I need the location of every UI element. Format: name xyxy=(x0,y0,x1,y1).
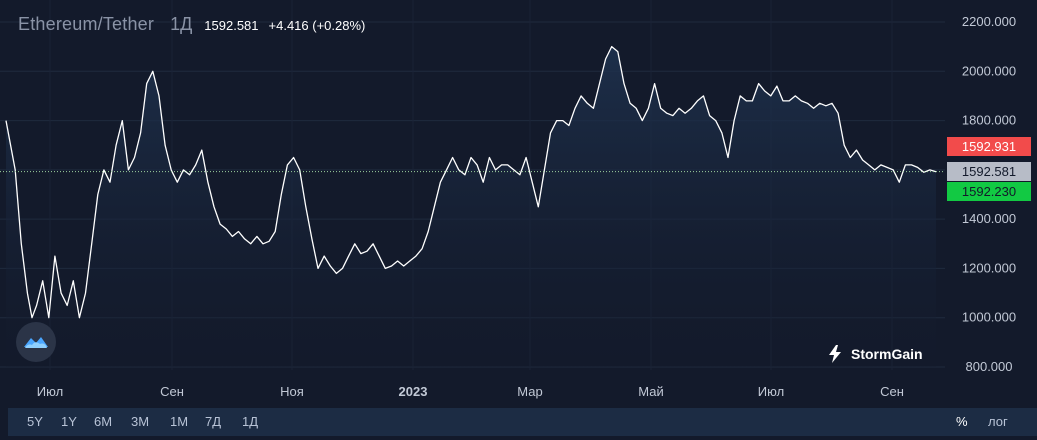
x-tick-label: 2023 xyxy=(399,384,428,399)
y-tick-label: 2200.000 xyxy=(962,14,1016,29)
range-1d-button[interactable]: 1Д xyxy=(242,414,259,429)
x-tick-label: Сен xyxy=(160,384,184,399)
y-tick-label: 1800.000 xyxy=(962,113,1016,128)
log-toggle[interactable]: лог xyxy=(988,414,1008,429)
last-price-tag: 1592.581 xyxy=(947,162,1031,181)
range-3m-button[interactable]: 3M xyxy=(131,414,150,429)
brand-name: StormGain xyxy=(851,346,923,362)
x-tick-label: Ноя xyxy=(280,384,304,399)
stormgain-bolt-icon xyxy=(829,345,841,363)
bid-price-tag: 1592.230 xyxy=(947,182,1031,201)
percent-toggle[interactable]: % xyxy=(956,414,968,429)
symbol-title: Ethereum/Tether xyxy=(18,14,155,34)
chart-header: Ethereum/Tether 1Д 1592.581 +4.416 (+0.2… xyxy=(18,14,365,35)
bottom-toolbar: 5Y 1Y 6M 3M 1M 7Д 1Д % лог xyxy=(8,408,1037,436)
y-tick-label: 1400.000 xyxy=(962,211,1016,226)
range-5y-button[interactable]: 5Y xyxy=(27,414,43,429)
x-tick-label: Май xyxy=(638,384,663,399)
range-7d-button[interactable]: 7Д xyxy=(205,414,222,429)
interval-label[interactable]: 1Д xyxy=(170,14,193,34)
x-tick-label: Мар xyxy=(517,384,542,399)
y-tick-label: 1200.000 xyxy=(962,260,1016,275)
chart-area[interactable]: 800.0001000.0001200.0001400.0001600.0001… xyxy=(0,0,1037,405)
y-tick-label: 2000.000 xyxy=(962,63,1016,78)
price-change: +4.416 (+0.28%) xyxy=(268,18,366,33)
x-tick-label: Июл xyxy=(758,384,784,399)
price-area xyxy=(6,46,936,367)
current-price: 1592.581 xyxy=(204,18,259,33)
ask-price-tag: 1592.931 xyxy=(947,137,1031,156)
y-tick-label: 1000.000 xyxy=(962,310,1016,325)
range-6m-button[interactable]: 6M xyxy=(94,414,113,429)
brand-watermark: StormGain xyxy=(826,344,923,364)
y-tick-label: 800.000 xyxy=(966,359,1013,374)
range-1m-button[interactable]: 1M xyxy=(170,414,189,429)
price-line[interactable] xyxy=(5,45,937,319)
x-tick-label: Сен xyxy=(880,384,904,399)
price-chart[interactable]: 800.0001000.0001200.0001400.0001600.0001… xyxy=(0,0,1037,405)
range-1y-button[interactable]: 1Y xyxy=(61,414,77,429)
x-tick-label: Июл xyxy=(37,384,63,399)
cloud-mountain-icon[interactable] xyxy=(16,322,56,362)
